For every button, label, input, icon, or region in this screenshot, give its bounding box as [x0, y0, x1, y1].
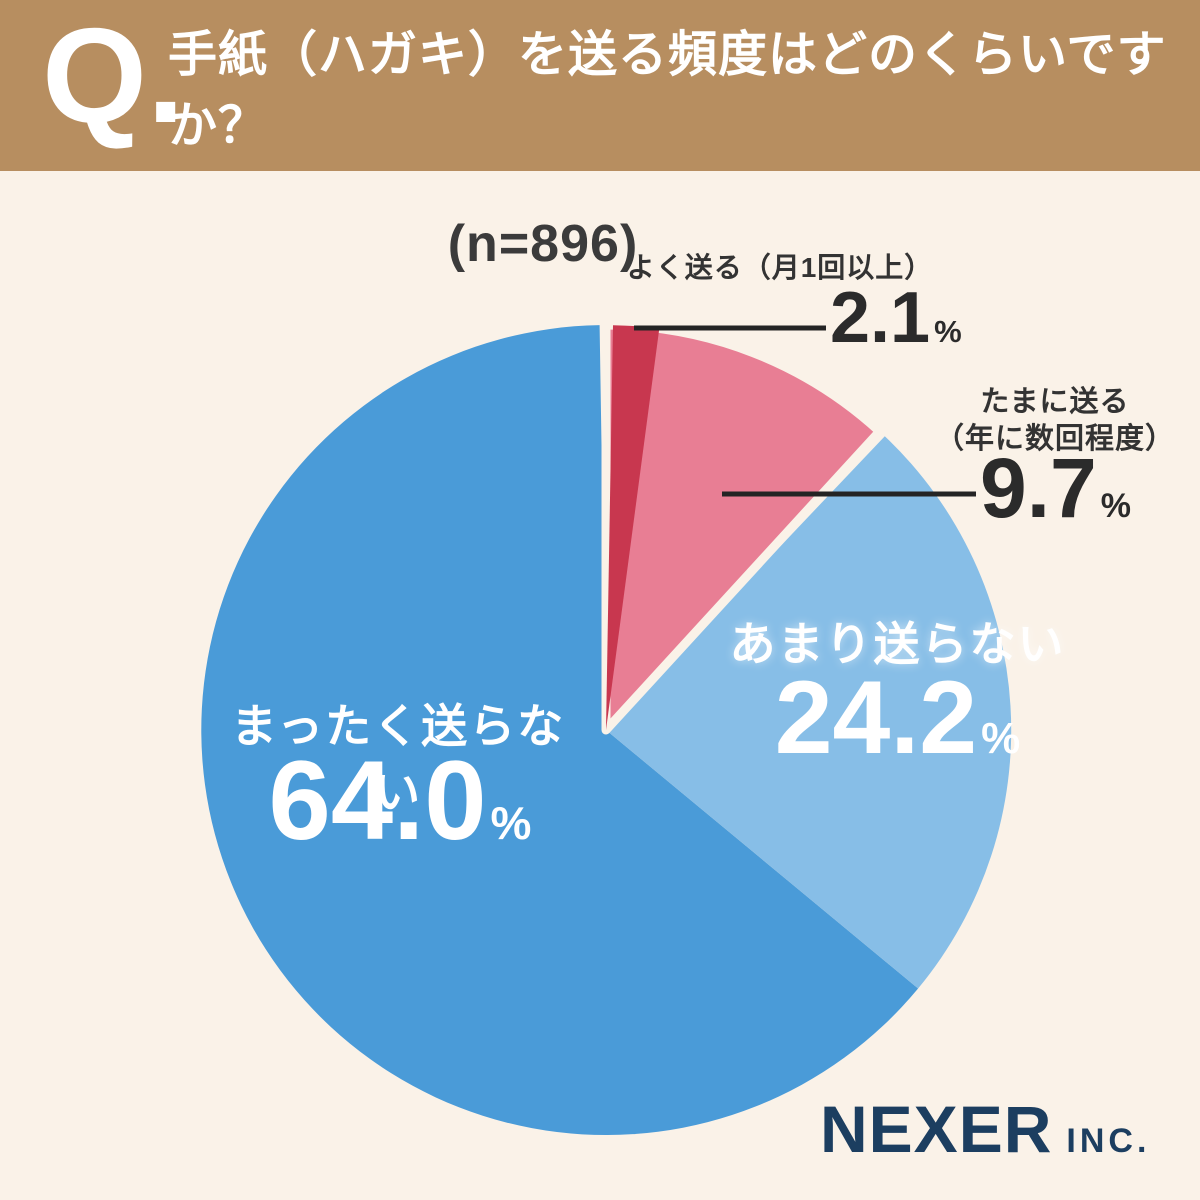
sample-size-label: (n=896) — [447, 215, 639, 273]
callout-label-sometimes: たまに送る （年に数回程度） — [922, 384, 1188, 458]
callout-percent-sometimes: 9.7 % — [980, 446, 1131, 530]
percent-value-often: 2.1 — [830, 278, 931, 358]
slice-percent-rarely: 24.2 % — [725, 666, 1070, 770]
percent-value-rarely: 24.2 — [774, 660, 978, 776]
question-header: Q. 手紙（ハガキ）を送る頻度はどのくらいですか？ — [0, 0, 1200, 171]
callout-label-sometimes-line1: たまに送る — [980, 386, 1130, 418]
percent-value-sometimes: 9.7 — [980, 441, 1097, 535]
callout-percent-often: 2.1 % — [830, 282, 962, 354]
pie-slice-often — [606, 325, 660, 730]
callout-label-sometimes-line2: （年に数回程度） — [934, 423, 1175, 455]
pie-slice-never — [201, 325, 919, 1136]
percent-unit-sometimes: % — [1100, 487, 1132, 525]
company-logo-name: NEXER — [820, 1092, 1053, 1166]
question-title: 手紙（ハガキ）を送る頻度はどのくらいですか？ — [168, 27, 1167, 153]
q-mark: Q. — [42, 0, 185, 151]
percent-unit-often: % — [934, 314, 962, 349]
company-logo-suffix: INC. — [1066, 1122, 1151, 1160]
percent-unit-never: % — [490, 797, 532, 849]
company-logo: NEXER INC. — [820, 1096, 1150, 1162]
slice-label-never: まったく送らない — [230, 700, 566, 818]
slice-percent-never: 64.0 % — [205, 745, 595, 857]
callout-label-often: よく送る（月1回以上） — [626, 252, 934, 283]
percent-value-never: 64.0 — [268, 738, 487, 863]
pie-slice-rarely — [606, 436, 1012, 989]
percent-unit-rarely: % — [981, 714, 1021, 763]
slice-label-rarely: あまり送らない — [729, 618, 1066, 670]
